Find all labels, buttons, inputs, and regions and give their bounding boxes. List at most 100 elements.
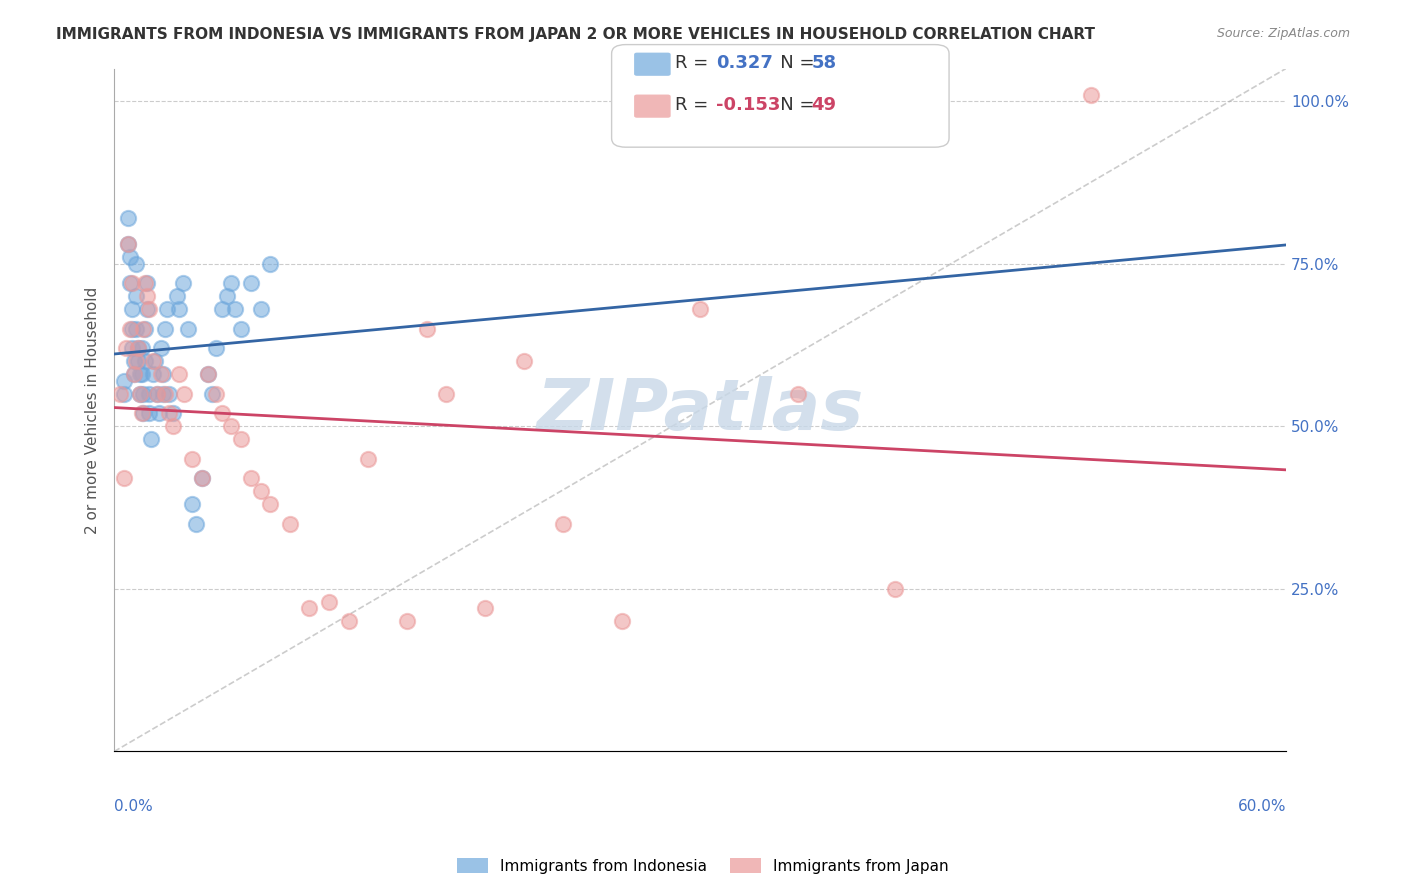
Point bbox=[153, 386, 176, 401]
Point bbox=[318, 595, 340, 609]
Point bbox=[513, 354, 536, 368]
Text: IMMIGRANTS FROM INDONESIA VS IMMIGRANTS FROM JAPAN 2 OR MORE VEHICLES IN HOUSEHO: IMMIGRANTS FROM INDONESIA VS IMMIGRANTS … bbox=[56, 27, 1095, 42]
Y-axis label: 2 or more Vehicles in Household: 2 or more Vehicles in Household bbox=[86, 286, 100, 533]
Point bbox=[172, 276, 194, 290]
Point bbox=[211, 406, 233, 420]
Text: -0.153: -0.153 bbox=[716, 96, 780, 114]
Legend: Immigrants from Indonesia, Immigrants from Japan: Immigrants from Indonesia, Immigrants fr… bbox=[451, 852, 955, 880]
Point bbox=[136, 289, 159, 303]
Point bbox=[124, 257, 146, 271]
Point bbox=[118, 321, 141, 335]
Point bbox=[138, 302, 160, 317]
Point bbox=[396, 615, 419, 629]
Point bbox=[148, 406, 170, 420]
Point bbox=[259, 257, 281, 271]
Point bbox=[117, 211, 139, 226]
Point bbox=[177, 321, 200, 335]
Point bbox=[221, 419, 243, 434]
Text: 49: 49 bbox=[811, 96, 837, 114]
Point bbox=[122, 368, 145, 382]
Point bbox=[197, 368, 219, 382]
Point bbox=[249, 302, 271, 317]
Point bbox=[122, 368, 145, 382]
Point bbox=[167, 302, 190, 317]
Point bbox=[143, 354, 166, 368]
Point bbox=[134, 321, 156, 335]
Point bbox=[132, 406, 155, 420]
Point bbox=[259, 497, 281, 511]
Point bbox=[204, 341, 226, 355]
Point bbox=[127, 341, 149, 355]
Point bbox=[131, 368, 153, 382]
Text: 0.0%: 0.0% bbox=[114, 799, 153, 814]
Point bbox=[122, 354, 145, 368]
Point bbox=[173, 386, 195, 401]
Point bbox=[128, 368, 150, 382]
Point bbox=[117, 237, 139, 252]
Point bbox=[239, 471, 262, 485]
Point bbox=[162, 406, 184, 420]
Text: 0.327: 0.327 bbox=[716, 54, 772, 72]
Point bbox=[191, 471, 214, 485]
Point bbox=[127, 341, 149, 355]
Point bbox=[197, 368, 219, 382]
Point bbox=[610, 615, 633, 629]
Point bbox=[121, 341, 143, 355]
Point bbox=[142, 368, 165, 382]
Point bbox=[181, 451, 204, 466]
Point bbox=[181, 497, 204, 511]
Point bbox=[136, 302, 159, 317]
Point bbox=[239, 276, 262, 290]
Point bbox=[157, 386, 180, 401]
Point bbox=[150, 341, 173, 355]
Point bbox=[221, 276, 243, 290]
Text: R =: R = bbox=[675, 54, 720, 72]
Text: Source: ZipAtlas.com: Source: ZipAtlas.com bbox=[1216, 27, 1350, 40]
Point bbox=[191, 471, 214, 485]
Point bbox=[217, 289, 239, 303]
Text: N =: N = bbox=[763, 96, 821, 114]
Point bbox=[138, 386, 160, 401]
Point bbox=[132, 321, 155, 335]
Point bbox=[231, 321, 253, 335]
Point bbox=[186, 516, 208, 531]
Point bbox=[153, 321, 176, 335]
Point bbox=[124, 321, 146, 335]
Text: 58: 58 bbox=[811, 54, 837, 72]
Point bbox=[231, 432, 253, 446]
Point bbox=[278, 516, 301, 531]
Point bbox=[150, 368, 173, 382]
Point bbox=[249, 484, 271, 499]
Point bbox=[152, 368, 174, 382]
Point bbox=[132, 386, 155, 401]
Point bbox=[118, 250, 141, 264]
Point bbox=[141, 432, 163, 446]
Point bbox=[121, 321, 143, 335]
Point bbox=[884, 582, 907, 596]
Point bbox=[204, 386, 226, 401]
Point bbox=[1080, 87, 1102, 102]
Point bbox=[128, 386, 150, 401]
Point bbox=[131, 341, 153, 355]
Point bbox=[211, 302, 233, 317]
Point bbox=[224, 302, 246, 317]
Point bbox=[146, 386, 169, 401]
Point bbox=[152, 386, 174, 401]
Point bbox=[118, 276, 141, 290]
Point bbox=[108, 386, 131, 401]
Point bbox=[112, 374, 135, 388]
Point bbox=[134, 354, 156, 368]
Point bbox=[136, 276, 159, 290]
Point bbox=[138, 406, 160, 420]
Point bbox=[474, 601, 496, 615]
Point bbox=[156, 302, 179, 317]
Point bbox=[146, 386, 169, 401]
Point bbox=[134, 276, 156, 290]
Point bbox=[201, 386, 224, 401]
Point bbox=[415, 321, 437, 335]
Point bbox=[128, 386, 150, 401]
Point bbox=[166, 289, 188, 303]
Text: 60.0%: 60.0% bbox=[1237, 799, 1286, 814]
Point bbox=[121, 302, 143, 317]
Text: ZIPatlas: ZIPatlas bbox=[536, 376, 863, 444]
